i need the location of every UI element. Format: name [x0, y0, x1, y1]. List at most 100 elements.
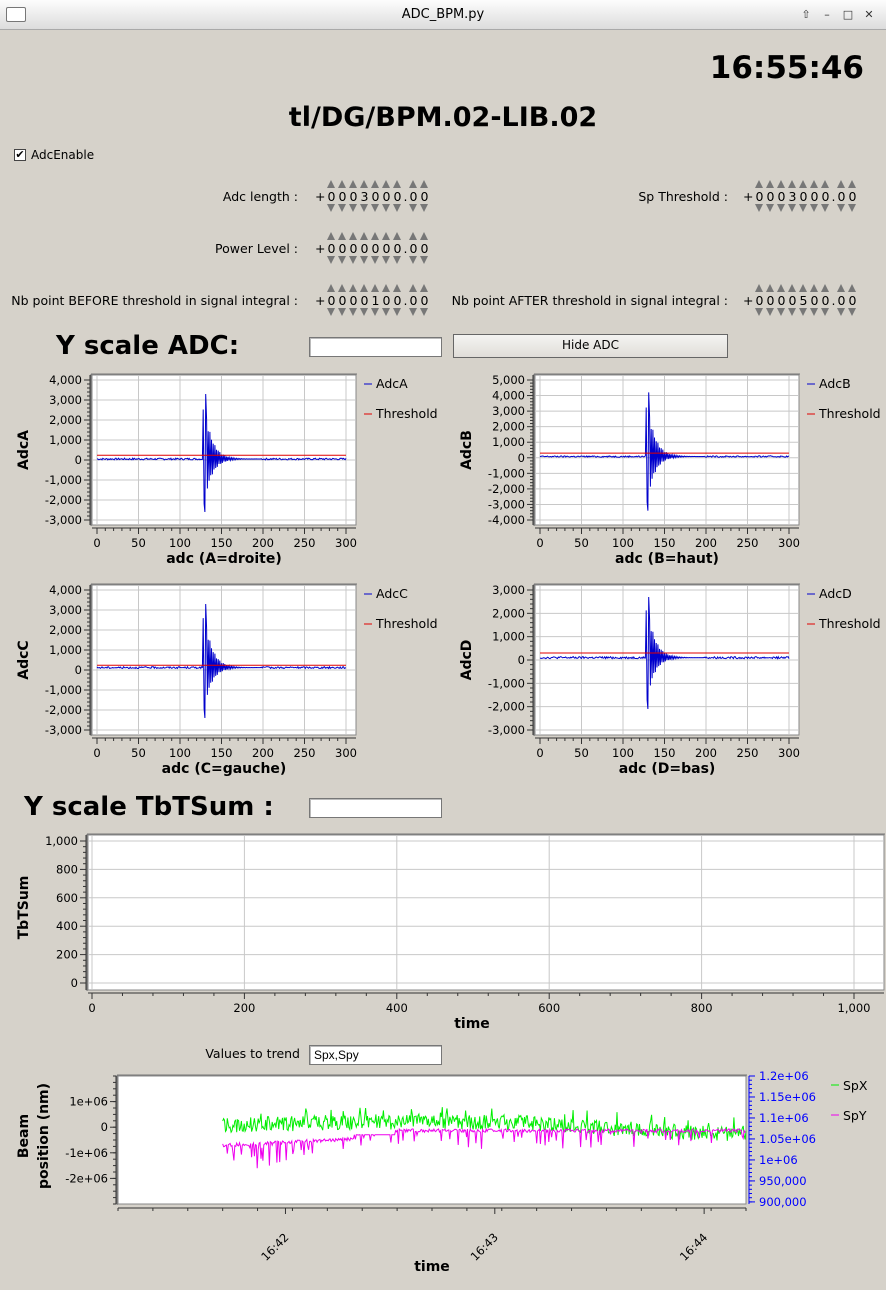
arrow-down-icon[interactable]: [777, 308, 785, 316]
arrow-down-icon[interactable]: [848, 204, 856, 212]
arrow-up-icon[interactable]: [810, 284, 818, 292]
arrow-up-icon[interactable]: [371, 232, 379, 240]
wheel-digit[interactable]: 5: [798, 282, 809, 318]
minimize-icon[interactable]: –: [824, 8, 830, 21]
arrow-down-icon[interactable]: [777, 204, 785, 212]
wheel-digit[interactable]: 0: [765, 282, 776, 318]
arrow-up-icon[interactable]: [810, 180, 818, 188]
wheel-digit[interactable]: 0: [408, 282, 419, 318]
wheel-digit[interactable]: 0: [754, 178, 765, 214]
wheel-digit[interactable]: 0: [370, 230, 381, 266]
arrow-down-icon[interactable]: [393, 256, 401, 264]
arrow-down-icon[interactable]: [371, 308, 379, 316]
arrow-down-icon[interactable]: [810, 204, 818, 212]
wheel-digit[interactable]: 0: [836, 282, 847, 318]
arrow-up-icon[interactable]: [338, 180, 346, 188]
arrow-up-icon[interactable]: [848, 284, 856, 292]
arrow-up-icon[interactable]: [409, 284, 417, 292]
wheel-digit[interactable]: 0: [392, 282, 403, 318]
wheel-digit[interactable]: 0: [337, 282, 348, 318]
wheel-digit[interactable]: 0: [809, 178, 820, 214]
wheel-digit[interactable]: 0: [337, 178, 348, 214]
y-scale-tbt-input[interactable]: [309, 798, 442, 818]
wheel-digit[interactable]: 0: [419, 230, 430, 266]
wheel-digit[interactable]: 0: [765, 178, 776, 214]
arrow-down-icon[interactable]: [420, 204, 428, 212]
arrow-down-icon[interactable]: [327, 256, 335, 264]
wheel-digit[interactable]: 0: [787, 282, 798, 318]
arrow-down-icon[interactable]: [371, 256, 379, 264]
arrow-down-icon[interactable]: [766, 308, 774, 316]
adc-enable-checkbox[interactable]: ✔ AdcEnable: [14, 148, 94, 162]
arrow-down-icon[interactable]: [382, 204, 390, 212]
values-to-trend-input[interactable]: [309, 1045, 442, 1065]
arrow-down-icon[interactable]: [327, 204, 335, 212]
wheel-digit[interactable]: 0: [847, 178, 858, 214]
wheel-digit[interactable]: 3: [787, 178, 798, 214]
arrow-up-icon[interactable]: [393, 180, 401, 188]
arrow-down-icon[interactable]: [420, 256, 428, 264]
wheel-digit[interactable]: 0: [820, 178, 831, 214]
wheel-digit[interactable]: 3: [359, 178, 370, 214]
arrow-up-icon[interactable]: [788, 180, 796, 188]
arrow-up-icon[interactable]: [766, 180, 774, 188]
arrow-up-icon[interactable]: [409, 180, 417, 188]
arrow-up-icon[interactable]: [821, 180, 829, 188]
arrow-down-icon[interactable]: [393, 204, 401, 212]
wheel-digit[interactable]: 0: [419, 178, 430, 214]
wheel-digit[interactable]: 0: [359, 282, 370, 318]
keep-above-icon[interactable]: ⇧: [801, 8, 811, 21]
sp-threshold-wheel[interactable]: +0 0 0 3 0 0 0. 0 0: [743, 178, 858, 214]
arrow-up-icon[interactable]: [837, 180, 845, 188]
arrow-down-icon[interactable]: [420, 308, 428, 316]
wheel-digit[interactable]: 0: [348, 178, 359, 214]
wheel-digit[interactable]: 0: [847, 282, 858, 318]
arrow-up-icon[interactable]: [360, 284, 368, 292]
arrow-down-icon[interactable]: [393, 308, 401, 316]
arrow-up-icon[interactable]: [382, 284, 390, 292]
arrow-up-icon[interactable]: [382, 180, 390, 188]
wheel-digit[interactable]: 0: [348, 230, 359, 266]
arrow-down-icon[interactable]: [766, 204, 774, 212]
arrow-down-icon[interactable]: [382, 308, 390, 316]
arrow-up-icon[interactable]: [327, 284, 335, 292]
arrow-up-icon[interactable]: [799, 180, 807, 188]
arrow-up-icon[interactable]: [799, 284, 807, 292]
arrow-down-icon[interactable]: [788, 204, 796, 212]
maximize-icon[interactable]: □: [842, 8, 854, 21]
arrow-up-icon[interactable]: [349, 180, 357, 188]
arrow-up-icon[interactable]: [788, 284, 796, 292]
arrow-down-icon[interactable]: [409, 308, 417, 316]
arrow-up-icon[interactable]: [848, 180, 856, 188]
nb-after-wheel[interactable]: +0 0 0 0 5 0 0. 0 0: [743, 282, 858, 318]
wheel-digit[interactable]: 0: [809, 282, 820, 318]
window-icon[interactable]: [6, 7, 26, 22]
arrow-down-icon[interactable]: [821, 308, 829, 316]
wheel-digit[interactable]: 0: [836, 178, 847, 214]
wheel-digit[interactable]: 0: [381, 178, 392, 214]
arrow-up-icon[interactable]: [349, 232, 357, 240]
arrow-up-icon[interactable]: [755, 180, 763, 188]
arrow-up-icon[interactable]: [420, 180, 428, 188]
wheel-digit[interactable]: 0: [359, 230, 370, 266]
arrow-down-icon[interactable]: [360, 204, 368, 212]
arrow-down-icon[interactable]: [409, 256, 417, 264]
wheel-digit[interactable]: 0: [381, 282, 392, 318]
arrow-down-icon[interactable]: [371, 204, 379, 212]
arrow-up-icon[interactable]: [821, 284, 829, 292]
wheel-digit[interactable]: 0: [820, 282, 831, 318]
arrow-down-icon[interactable]: [349, 204, 357, 212]
arrow-up-icon[interactable]: [766, 284, 774, 292]
arrow-up-icon[interactable]: [420, 232, 428, 240]
wheel-digit[interactable]: 0: [326, 282, 337, 318]
wheel-digit[interactable]: 0: [392, 178, 403, 214]
arrow-down-icon[interactable]: [349, 308, 357, 316]
arrow-up-icon[interactable]: [420, 284, 428, 292]
arrow-up-icon[interactable]: [382, 232, 390, 240]
arrow-down-icon[interactable]: [799, 308, 807, 316]
arrow-up-icon[interactable]: [360, 232, 368, 240]
arrow-up-icon[interactable]: [349, 284, 357, 292]
power-level-wheel[interactable]: +0 0 0 0 0 0 0. 0 0: [315, 230, 430, 266]
arrow-down-icon[interactable]: [360, 308, 368, 316]
hide-adc-button[interactable]: Hide ADC: [453, 334, 728, 358]
